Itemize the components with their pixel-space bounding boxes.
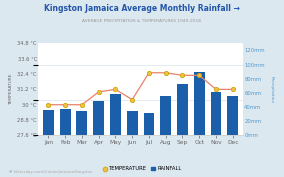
Bar: [127, 111, 138, 135]
Text: Kingston Jamaica Average Monthly Rainfall →: Kingston Jamaica Average Monthly Rainfal…: [44, 4, 240, 13]
Bar: [177, 84, 188, 135]
Bar: [76, 111, 87, 135]
Bar: [160, 96, 171, 135]
Bar: [43, 110, 54, 135]
Text: AVERAGE PRECIPITATION & TEMPERATURES 1949-2018: AVERAGE PRECIPITATION & TEMPERATURES 194…: [82, 19, 202, 23]
Bar: [210, 92, 222, 135]
Text: Precipitation: Precipitation: [270, 76, 273, 103]
Bar: [110, 94, 121, 135]
Bar: [194, 72, 205, 135]
Text: ☘ hikersday.com/climate/jamaica/kingston: ☘ hikersday.com/climate/jamaica/kingston: [9, 170, 92, 174]
Bar: [227, 96, 238, 135]
Bar: [93, 101, 104, 135]
Legend: TEMPERATURE, RAINFALL: TEMPERATURE, RAINFALL: [100, 164, 184, 173]
Bar: [60, 109, 71, 135]
Bar: [143, 113, 154, 135]
Text: TEMPERATURE: TEMPERATURE: [9, 74, 13, 105]
